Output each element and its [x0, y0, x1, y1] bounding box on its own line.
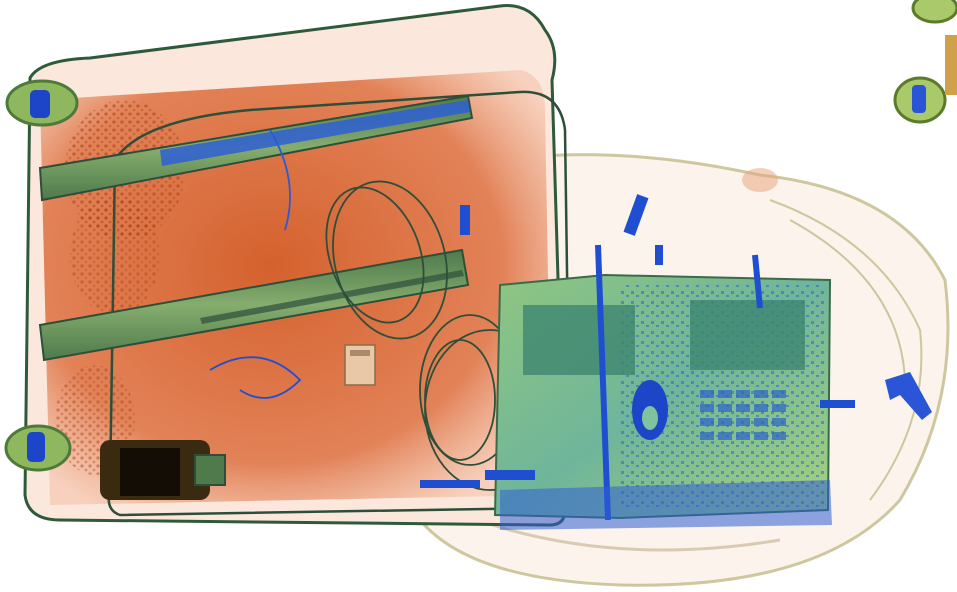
metal-fragments: [420, 194, 855, 488]
telescopic-handle-left: [38, 94, 474, 202]
laptop: [493, 244, 832, 530]
laptop-keyboard: [700, 390, 786, 440]
telescopic-handle-right: [38, 248, 470, 362]
coiled-cables: [209, 129, 556, 491]
razor: [344, 344, 376, 386]
buckle-icon: [885, 372, 932, 420]
dense-cylinder: [100, 440, 226, 500]
stroller-wheels: [893, 0, 957, 124]
suitcase-wheels: [4, 79, 79, 472]
